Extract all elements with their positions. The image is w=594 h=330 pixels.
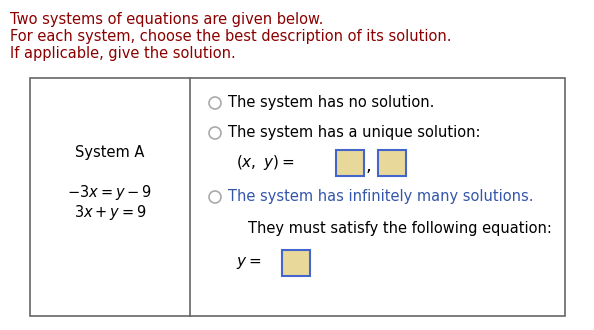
Text: If applicable, give the solution.: If applicable, give the solution. — [10, 46, 236, 61]
Text: The system has a unique solution:: The system has a unique solution: — [228, 125, 481, 141]
Bar — [336, 150, 364, 176]
Text: For each system, choose the best description of its solution.: For each system, choose the best descrip… — [10, 29, 451, 44]
Text: $-3x=y-9$: $-3x=y-9$ — [68, 182, 153, 202]
Text: Two systems of equations are given below.: Two systems of equations are given below… — [10, 12, 323, 27]
Bar — [282, 250, 310, 276]
Text: $3x+y=9$: $3x+y=9$ — [74, 203, 146, 221]
Text: $y =$: $y =$ — [236, 255, 261, 271]
Text: They must satisfy the following equation:: They must satisfy the following equation… — [248, 220, 552, 236]
Text: The system has no solution.: The system has no solution. — [228, 95, 434, 111]
Text: $(x,\ y) =$: $(x,\ y) =$ — [236, 153, 295, 173]
Bar — [30, 78, 565, 316]
Text: The system has infinitely many solutions.: The system has infinitely many solutions… — [228, 189, 533, 205]
Text: System A: System A — [75, 145, 145, 159]
Text: ,: , — [366, 157, 372, 175]
Bar — [378, 150, 406, 176]
